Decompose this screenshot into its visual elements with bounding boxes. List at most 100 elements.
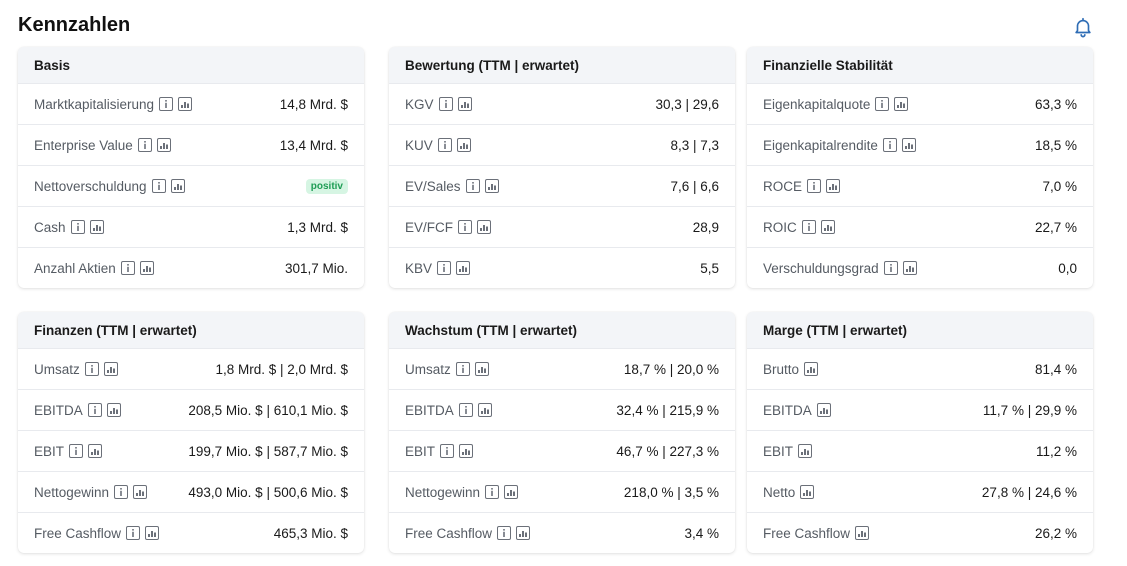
info-icon[interactable] xyxy=(126,526,141,540)
metric-label: EBITDA xyxy=(34,402,83,418)
metric-row: Free Cashflow 26,2 % xyxy=(747,512,1093,553)
info-icon[interactable] xyxy=(465,179,480,193)
chart-icon[interactable] xyxy=(902,261,917,275)
metric-label-group: ROIC xyxy=(763,220,835,235)
chart-icon[interactable] xyxy=(820,220,835,234)
info-icon[interactable] xyxy=(485,485,500,499)
chart-icon[interactable] xyxy=(89,220,104,234)
metric-label-group: KGV xyxy=(405,97,472,112)
chart-icon[interactable] xyxy=(816,403,831,417)
chart-icon[interactable] xyxy=(901,138,916,152)
chart-icon[interactable] xyxy=(178,97,193,111)
info-icon[interactable] xyxy=(84,362,99,376)
card-title: Wachstum (TTM | erwartet) xyxy=(389,312,735,348)
bell-icon[interactable] xyxy=(1072,16,1094,38)
info-icon[interactable] xyxy=(440,444,455,458)
metric-value: 46,7 % | 227,3 % xyxy=(616,443,719,459)
card-4: Wachstum (TTM | erwartet) Umsatz 18,7 % | … xyxy=(389,312,735,553)
chart-icon[interactable] xyxy=(804,362,819,376)
metric-label-group: Umsatz xyxy=(405,362,489,377)
metric-value: 7,6 | 6,6 xyxy=(670,178,719,194)
metric-label: Free Cashflow xyxy=(763,525,851,541)
metric-label-group: Anzahl Aktien xyxy=(34,261,154,276)
metric-label-group: Cash xyxy=(34,220,104,235)
metric-value: 32,4 % | 215,9 % xyxy=(616,402,719,418)
metric-value: 11,7 % | 29,9 % xyxy=(982,402,1077,418)
metric-label-group: EBIT xyxy=(763,443,813,459)
metric-label-group: Marktkapitalisierung xyxy=(34,97,193,112)
info-icon[interactable] xyxy=(87,403,102,417)
info-icon[interactable] xyxy=(159,97,174,111)
chart-icon[interactable] xyxy=(456,261,471,275)
chart-icon[interactable] xyxy=(170,179,185,193)
metric-label-group: Free Cashflow xyxy=(34,526,160,541)
info-icon[interactable] xyxy=(497,526,512,540)
info-icon[interactable] xyxy=(438,97,453,111)
chart-icon[interactable] xyxy=(504,485,519,499)
chart-icon[interactable] xyxy=(477,403,492,417)
metric-label-group: EBITDA xyxy=(405,403,492,418)
metric-label-group: Nettoverschuldung xyxy=(34,179,185,194)
info-icon[interactable] xyxy=(458,403,473,417)
metric-value: 5,5 xyxy=(700,260,719,276)
metric-row: EBITDA 11,7 % | 29,9 % xyxy=(747,389,1093,430)
chart-icon[interactable] xyxy=(456,138,471,152)
info-icon[interactable] xyxy=(114,485,129,499)
metric-value: 301,7 Mio. xyxy=(284,260,348,276)
metric-label: EBIT xyxy=(763,443,794,459)
metric-label: Free Cashflow xyxy=(405,525,493,541)
chart-icon[interactable] xyxy=(88,444,103,458)
info-icon[interactable] xyxy=(455,362,470,376)
info-icon[interactable] xyxy=(437,138,452,152)
info-icon[interactable] xyxy=(437,261,452,275)
metric-label: KBV xyxy=(405,260,433,276)
chart-icon[interactable] xyxy=(457,97,472,111)
metric-value: 13,4 Mrd. $ xyxy=(279,137,348,153)
info-icon[interactable] xyxy=(807,179,822,193)
info-icon[interactable] xyxy=(883,261,898,275)
metric-label: ROCE xyxy=(763,178,803,194)
card-0: Basis Marktkapitalisierung 14,8 Mrd. $ Ente… xyxy=(18,47,364,288)
chart-icon[interactable] xyxy=(484,179,499,193)
info-icon[interactable] xyxy=(875,97,890,111)
chart-icon[interactable] xyxy=(103,362,118,376)
chart-icon[interactable] xyxy=(826,179,841,193)
metric-label: Eigenkapitalrendite xyxy=(763,137,878,153)
metric-value: 218,0 % | 3,5 % xyxy=(623,484,719,500)
metric-row: Netto 27,8 % | 24,6 % xyxy=(747,471,1093,512)
chart-icon[interactable] xyxy=(855,526,870,540)
info-icon[interactable] xyxy=(801,220,816,234)
chart-icon[interactable] xyxy=(145,526,160,540)
info-icon[interactable] xyxy=(151,179,166,193)
info-icon[interactable] xyxy=(137,138,152,152)
chart-icon[interactable] xyxy=(798,444,813,458)
metric-label-group: Free Cashflow xyxy=(763,525,870,541)
metric-value: 1,8 Mrd. $ | 2,0 Mrd. $ xyxy=(215,361,348,377)
metric-row: EBIT 46,7 % | 227,3 % xyxy=(389,430,735,471)
chart-icon[interactable] xyxy=(800,485,815,499)
metric-value: 208,5 Mio. $ | 610,1 Mio. $ xyxy=(188,402,348,418)
metric-label-group: Nettogewinn xyxy=(34,485,148,500)
metric-row: Free Cashflow 3,4 % xyxy=(389,512,735,553)
metric-value: 465,3 Mio. $ xyxy=(273,525,348,541)
chart-icon[interactable] xyxy=(156,138,171,152)
chart-icon[interactable] xyxy=(106,403,121,417)
info-icon[interactable] xyxy=(458,220,473,234)
metric-row: Brutto 81,4 % xyxy=(747,348,1093,389)
page-title: Kennzahlen xyxy=(18,14,131,36)
metric-label: Brutto xyxy=(763,361,800,377)
chart-icon[interactable] xyxy=(894,97,909,111)
chart-icon[interactable] xyxy=(459,444,474,458)
info-icon[interactable] xyxy=(70,220,85,234)
chart-icon[interactable] xyxy=(139,261,154,275)
info-icon[interactable] xyxy=(882,138,897,152)
metric-label: EBIT xyxy=(34,443,65,459)
chart-icon[interactable] xyxy=(474,362,489,376)
info-icon[interactable] xyxy=(120,261,135,275)
info-icon[interactable] xyxy=(69,444,84,458)
chart-icon[interactable] xyxy=(477,220,492,234)
chart-icon[interactable] xyxy=(516,526,531,540)
chart-icon[interactable] xyxy=(133,485,148,499)
metric-value: 27,8 % | 24,6 % xyxy=(981,484,1077,500)
metric-label-group: Nettogewinn xyxy=(405,485,519,500)
